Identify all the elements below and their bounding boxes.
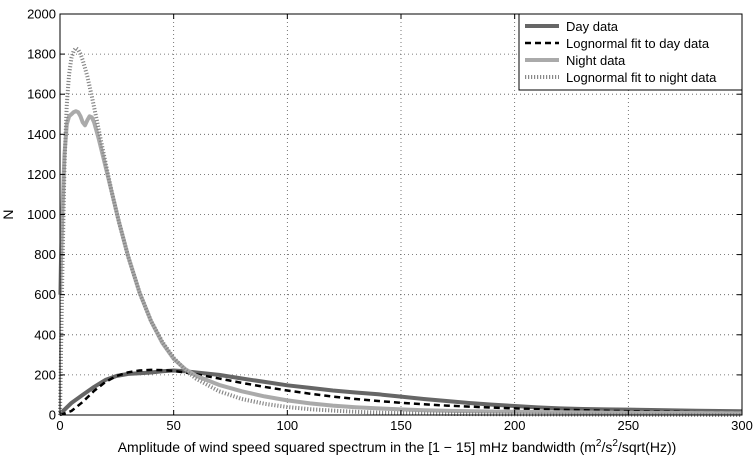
y-axis-label: N [0, 209, 16, 219]
axis-ticks: 0 50 100 150 200 250 300 0 200 400 600 800 1000 1200 1… [27, 7, 753, 434]
x-axis-label: Amplitude of wind speed squared spectrum… [118, 438, 677, 455]
x-tick-label: 50 [166, 418, 180, 433]
legend-label-4: Lognormal fit to night data [566, 70, 717, 85]
y-tick-label: 400 [34, 327, 56, 342]
legend: Day data Lognormal fit to day data Night d… [518, 13, 743, 91]
x-tick-label: 100 [276, 418, 298, 433]
y-tick-label: 1800 [27, 47, 56, 62]
x-axis-label-text: /s [601, 439, 612, 455]
y-tick-label: 1000 [27, 207, 56, 222]
y-tick-label: 1600 [27, 87, 56, 102]
legend-label-2: Lognormal fit to day data [566, 36, 710, 51]
y-tick-label: 600 [34, 287, 56, 302]
series-group [58, 46, 743, 417]
x-tick-label: 200 [504, 418, 526, 433]
y-tick-label: 800 [34, 247, 56, 262]
legend-label-3: Night data [566, 53, 626, 68]
x-tick-label: 150 [390, 418, 412, 433]
legend-label-1: Day data [566, 19, 619, 34]
y-tick-label: 2000 [27, 7, 56, 22]
x-tick-label: 250 [617, 418, 639, 433]
x-axis-label-sup: 2 [612, 438, 618, 449]
y-tick-label: 1400 [27, 127, 56, 142]
grid [60, 14, 742, 415]
x-tick-label: 300 [731, 418, 753, 433]
x-axis-label-text: /sqrt(Hz)) [618, 439, 676, 455]
series-line-1 [58, 368, 743, 416]
x-tick-label: 0 [56, 418, 63, 433]
y-tick-label: 200 [34, 367, 56, 382]
y-tick-label: 0 [49, 408, 56, 423]
y-tick-label: 1200 [27, 167, 56, 182]
x-axis-label-text: Amplitude of wind speed squared spectrum… [118, 439, 596, 455]
x-axis-label-sup: 2 [596, 438, 602, 449]
